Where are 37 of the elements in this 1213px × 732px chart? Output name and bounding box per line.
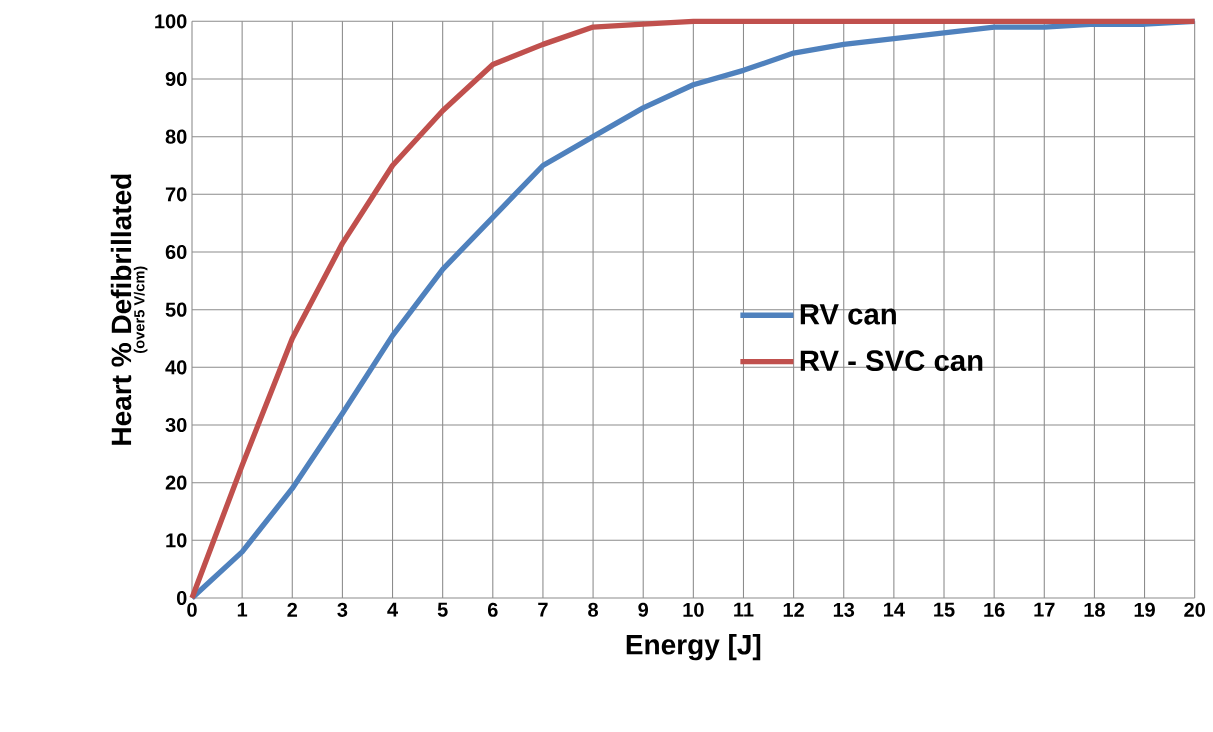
y-tick-label: 80 xyxy=(165,129,187,144)
x-tick-label: 7 xyxy=(538,602,548,617)
x-tick-label: 0 xyxy=(187,602,197,617)
x-axis-title: Energy [J] xyxy=(626,634,761,661)
x-tick-label: 2 xyxy=(287,602,298,617)
x-tick-label: 4 xyxy=(387,602,398,617)
x-tick-label: 17 xyxy=(1034,602,1055,617)
y-tick-label: 30 xyxy=(165,417,187,433)
x-tick-label: 8 xyxy=(588,602,599,617)
x-tick-label: 19 xyxy=(1134,602,1155,617)
text: (over5 V/cm) xyxy=(133,266,148,353)
y-axis-title: Heart % Defibrillated xyxy=(110,174,132,445)
x-tick-label: 11 xyxy=(734,602,754,617)
y-tick-label: 100 xyxy=(155,14,187,29)
x-tick-label: 16 xyxy=(984,602,1005,617)
x-tick-label: 14 xyxy=(884,602,905,617)
x-tick-label: 15 xyxy=(934,602,955,617)
y-tick-label: 40 xyxy=(165,360,187,375)
y-tick-label: 50 xyxy=(165,302,187,317)
x-tick-label: 3 xyxy=(337,602,348,617)
y-tick-label: 70 xyxy=(165,187,187,202)
x-tick-label: 1 xyxy=(237,602,248,617)
x-tick-label: 13 xyxy=(833,602,855,617)
y-tick-label: 0 xyxy=(176,590,187,606)
x-tick-label: 18 xyxy=(1084,602,1105,617)
x-tick-label: 20 xyxy=(1184,602,1205,617)
y-tick-label: 90 xyxy=(165,71,187,87)
y-tick-label: 60 xyxy=(165,244,187,260)
x-tick-label: 5 xyxy=(437,602,448,617)
y-tick-label: 20 xyxy=(165,475,187,490)
x-tick-label: 6 xyxy=(487,602,498,617)
legend-label: RV can xyxy=(800,304,896,325)
y-tick-label: 10 xyxy=(166,533,187,548)
x-tick-label: 10 xyxy=(683,602,704,617)
x-tick-label: 9 xyxy=(638,602,649,617)
legend-label: RV - SVC can xyxy=(800,350,983,372)
x-tick-label: 12 xyxy=(783,602,804,617)
